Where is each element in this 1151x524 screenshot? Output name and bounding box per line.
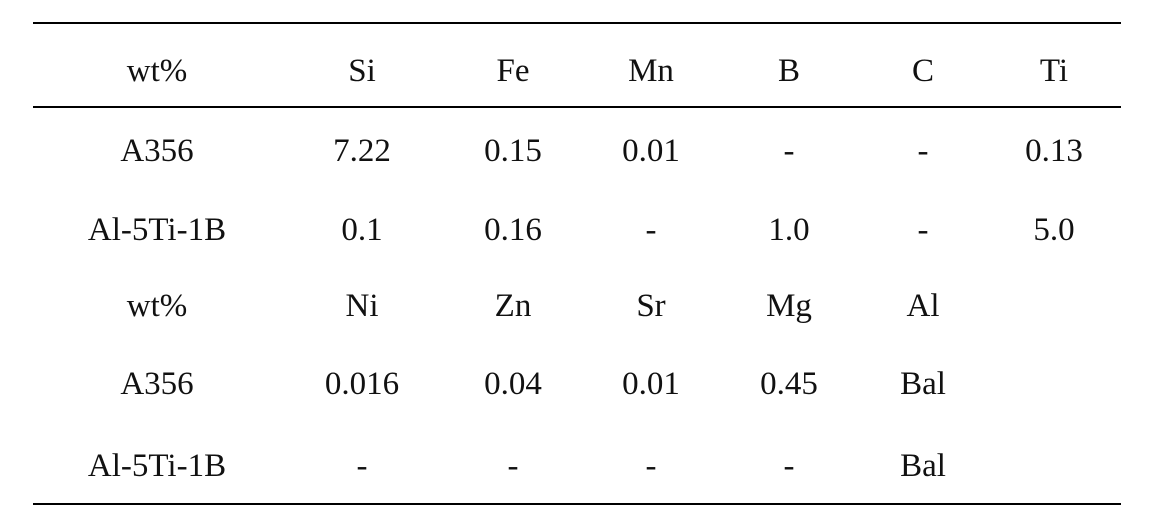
- table-cell: 0.15: [484, 133, 542, 169]
- table-cell: Mg: [766, 288, 812, 324]
- table-cell: Al: [906, 288, 940, 324]
- table-cell: Zn: [494, 288, 532, 324]
- table-cell: -: [645, 448, 657, 484]
- table-cell: [987, 364, 1121, 404]
- table-cell: -: [917, 212, 929, 248]
- table-cell: Sr: [636, 288, 666, 324]
- table-cell: Ni: [345, 288, 379, 324]
- table-cell: [987, 446, 1121, 486]
- header-cell: wt%: [126, 53, 188, 89]
- table-cell: 0.45: [760, 366, 818, 402]
- table-cell: [987, 286, 1121, 326]
- header-cell: B: [777, 53, 800, 89]
- table-cell: -: [783, 448, 795, 484]
- table-top-rule: [33, 22, 1121, 24]
- header-cell: Fe: [496, 53, 530, 89]
- table-subheader-row: wt% Ni Zn Sr Mg Al: [33, 286, 1121, 326]
- header-cell: C: [911, 53, 934, 89]
- header-cell: Si: [348, 53, 376, 89]
- table-row: Al-5Ti-1B - - - - Bal: [33, 446, 1121, 486]
- table-cell: -: [645, 212, 657, 248]
- table-bottom-rule: [33, 503, 1121, 505]
- table-row: A356 0.016 0.04 0.01 0.45 Bal: [33, 364, 1121, 404]
- table-cell: 0.01: [622, 133, 680, 169]
- table-cell: Bal: [900, 448, 946, 484]
- table-header-rule: [33, 106, 1121, 108]
- table-cell: Al-5Ti-1B: [87, 212, 227, 248]
- table-cell: -: [783, 133, 795, 169]
- table-row: Al-5Ti-1B 0.1 0.16 - 1.0 - 5.0: [33, 210, 1121, 250]
- table-cell: 0.1: [341, 212, 383, 248]
- table-cell: 0.016: [324, 366, 400, 402]
- table-cell: 0.16: [484, 212, 542, 248]
- table-cell: 5.0: [1033, 212, 1075, 248]
- table-cell: 0.04: [484, 366, 542, 402]
- header-cell: Mn: [628, 53, 674, 89]
- table-cell: Bal: [900, 366, 946, 402]
- header-cell: Ti: [1039, 53, 1069, 89]
- table-cell: 7.22: [333, 133, 391, 169]
- table-cell: A356: [120, 133, 194, 169]
- table-cell: 0.13: [1025, 133, 1083, 169]
- table-row: A356 7.22 0.15 0.01 - - 0.13: [33, 131, 1121, 171]
- table-cell: Al-5Ti-1B: [87, 448, 227, 484]
- table-cell: 0.01: [622, 366, 680, 402]
- table-cell: A356: [120, 366, 194, 402]
- table-cell: -: [917, 133, 929, 169]
- table-cell: -: [507, 448, 519, 484]
- table-cell: 1.0: [768, 212, 810, 248]
- table-cell: -: [356, 448, 368, 484]
- table-header-row: wt% Si Fe Mn B C Ti: [33, 51, 1121, 91]
- table-cell: wt%: [126, 288, 188, 324]
